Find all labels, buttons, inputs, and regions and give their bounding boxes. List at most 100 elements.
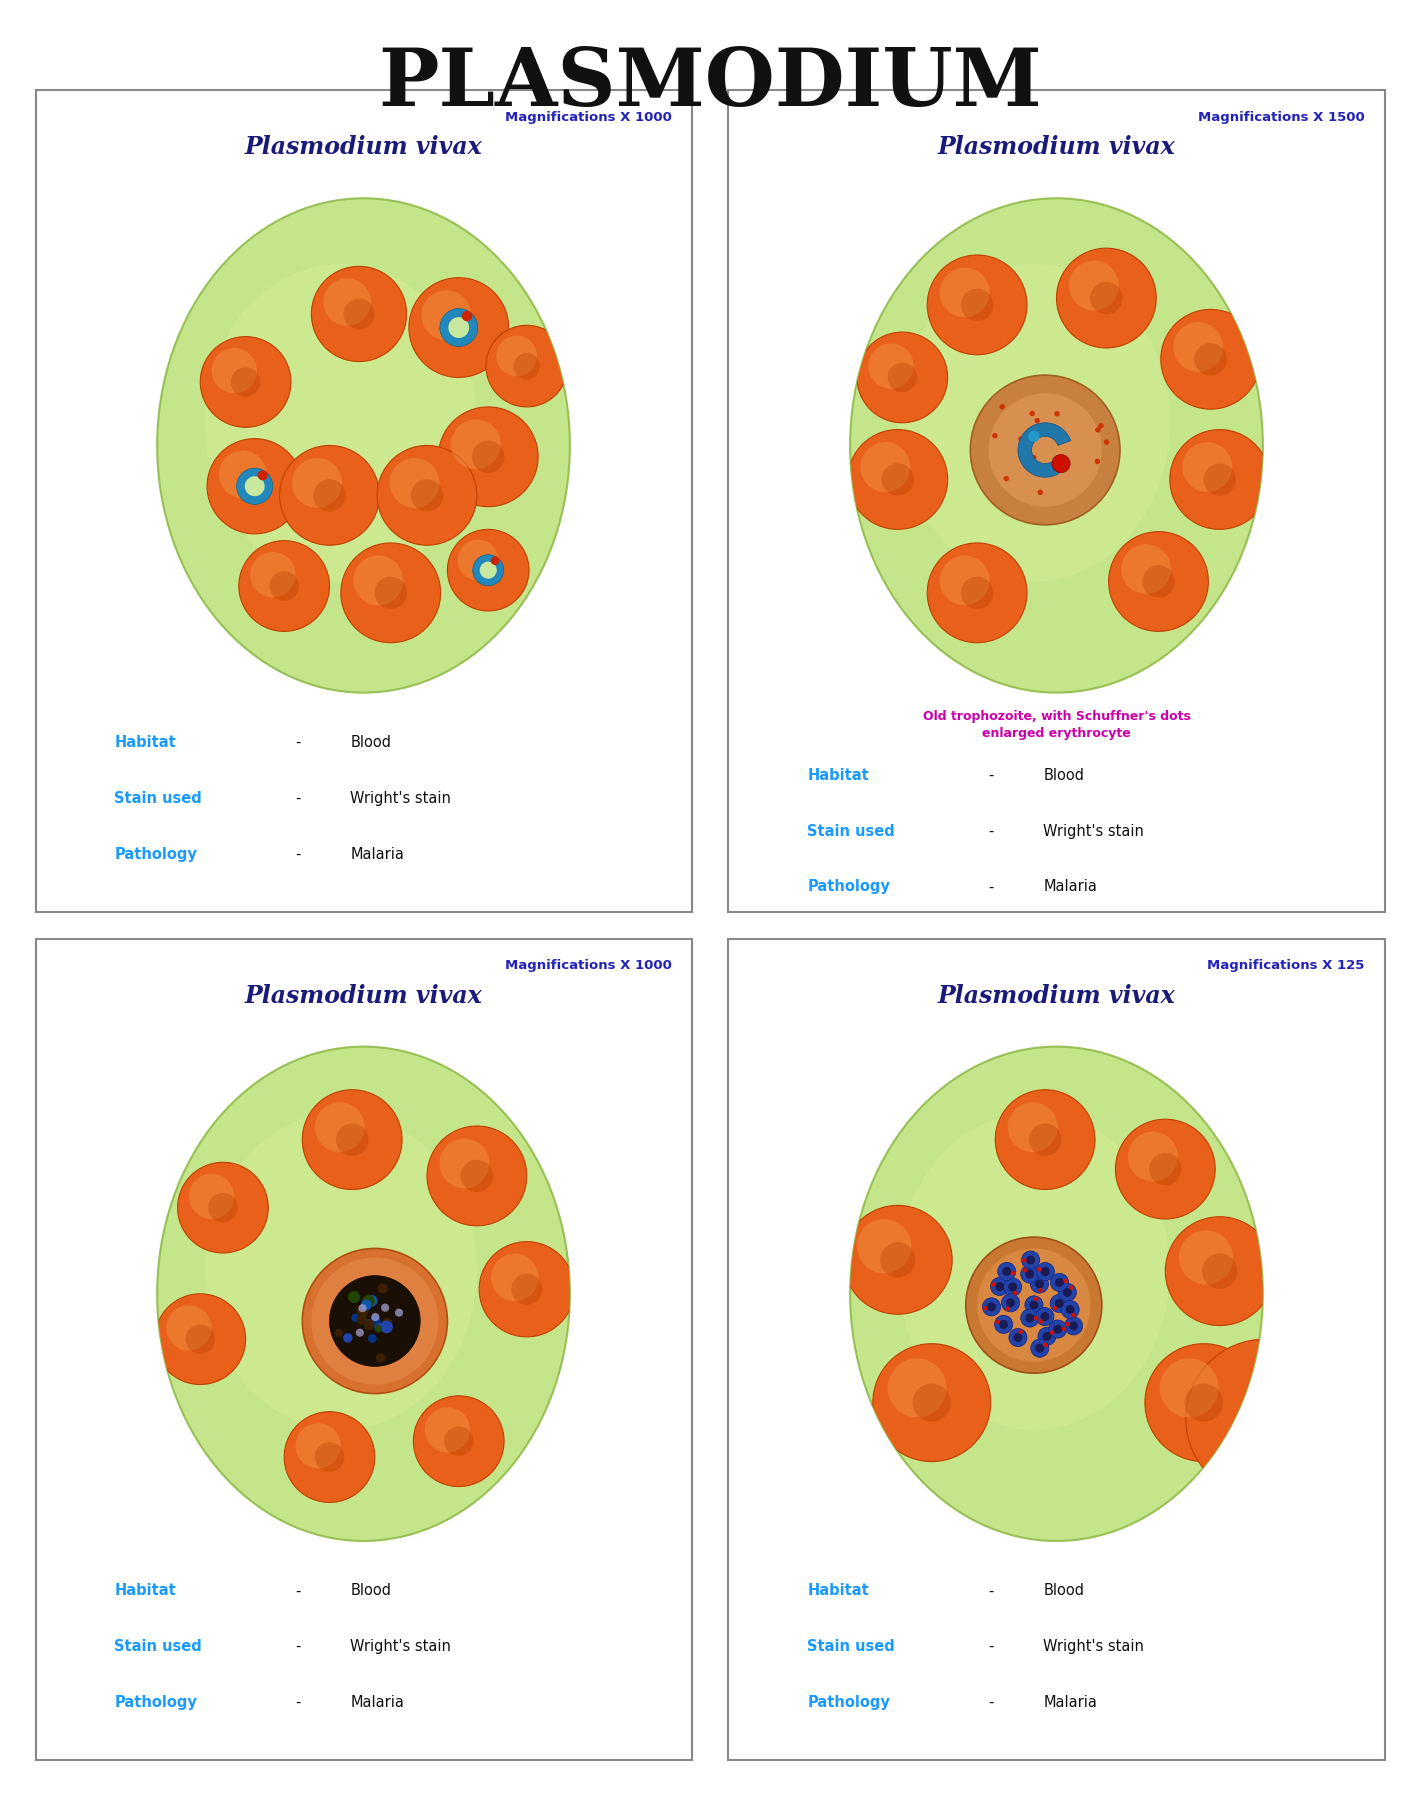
Circle shape (1025, 1314, 1034, 1323)
Text: -: - (295, 1639, 301, 1653)
Circle shape (1034, 419, 1039, 424)
Circle shape (372, 1316, 379, 1323)
Wedge shape (1018, 422, 1071, 477)
Circle shape (1186, 1339, 1345, 1498)
Ellipse shape (354, 556, 403, 605)
Circle shape (1038, 1319, 1044, 1323)
Circle shape (1022, 1267, 1027, 1273)
Circle shape (362, 1294, 375, 1307)
Circle shape (1022, 1258, 1027, 1263)
Ellipse shape (200, 336, 291, 428)
Circle shape (1004, 477, 1010, 482)
Text: Plasmodium vivax: Plasmodium vivax (937, 984, 1176, 1007)
Text: Stain used: Stain used (114, 791, 202, 805)
Ellipse shape (166, 1305, 212, 1350)
Circle shape (1021, 1309, 1039, 1327)
Circle shape (1051, 428, 1056, 433)
Text: -: - (988, 767, 994, 783)
Circle shape (1035, 1343, 1044, 1352)
Text: Wright's stain: Wright's stain (351, 791, 452, 805)
Ellipse shape (851, 199, 1262, 693)
Circle shape (1054, 467, 1059, 473)
Circle shape (1037, 1267, 1042, 1273)
Circle shape (1034, 1316, 1038, 1321)
Circle shape (1025, 1296, 1042, 1314)
Circle shape (995, 1282, 1004, 1291)
Ellipse shape (1166, 1217, 1274, 1325)
Circle shape (1008, 1328, 1027, 1347)
Text: Wright's stain: Wright's stain (351, 1639, 452, 1653)
Circle shape (1041, 1312, 1049, 1321)
Ellipse shape (337, 1123, 368, 1155)
Circle shape (395, 1309, 403, 1316)
Text: -: - (988, 1583, 994, 1597)
Circle shape (1021, 1251, 1039, 1269)
Ellipse shape (873, 1343, 991, 1462)
Circle shape (1035, 1280, 1044, 1289)
Circle shape (1038, 1289, 1042, 1292)
Ellipse shape (1149, 1153, 1181, 1186)
Circle shape (356, 1305, 369, 1318)
Circle shape (491, 556, 500, 565)
Ellipse shape (913, 1383, 951, 1422)
Ellipse shape (848, 430, 947, 529)
Circle shape (1051, 1294, 1068, 1312)
Ellipse shape (1170, 430, 1269, 529)
Circle shape (375, 1325, 382, 1332)
Circle shape (462, 310, 473, 321)
Ellipse shape (158, 199, 569, 693)
Ellipse shape (1194, 343, 1227, 375)
Text: Malaria: Malaria (1044, 879, 1098, 895)
Ellipse shape (425, 1408, 470, 1453)
Ellipse shape (927, 543, 1027, 643)
Ellipse shape (302, 1090, 402, 1189)
Circle shape (244, 477, 264, 496)
Circle shape (1025, 1269, 1034, 1278)
Circle shape (375, 1321, 383, 1332)
Circle shape (1061, 1300, 1079, 1319)
Circle shape (356, 1328, 364, 1338)
Ellipse shape (460, 1159, 493, 1191)
Ellipse shape (158, 1047, 569, 1541)
Ellipse shape (491, 1253, 538, 1301)
Ellipse shape (995, 1090, 1095, 1189)
Ellipse shape (1204, 464, 1235, 496)
Circle shape (381, 1303, 389, 1312)
Circle shape (991, 1278, 1008, 1296)
Text: Pathology: Pathology (807, 1695, 890, 1709)
Circle shape (1054, 431, 1059, 437)
Ellipse shape (439, 406, 538, 507)
Ellipse shape (427, 1126, 527, 1226)
Circle shape (1004, 1278, 1022, 1296)
Ellipse shape (1069, 260, 1119, 310)
Ellipse shape (888, 363, 917, 392)
Circle shape (994, 1316, 1012, 1334)
Ellipse shape (231, 366, 260, 397)
Text: Habitat: Habitat (807, 767, 869, 783)
Ellipse shape (474, 558, 501, 583)
Circle shape (1065, 1321, 1069, 1327)
Ellipse shape (439, 1139, 490, 1188)
Circle shape (473, 554, 504, 585)
Circle shape (1041, 1267, 1049, 1276)
Ellipse shape (1008, 1103, 1058, 1152)
Ellipse shape (324, 278, 371, 327)
Text: -: - (295, 1695, 301, 1709)
Ellipse shape (897, 264, 1170, 581)
Circle shape (1062, 1327, 1066, 1330)
Ellipse shape (155, 1294, 246, 1384)
Ellipse shape (843, 1206, 953, 1314)
Circle shape (1038, 489, 1044, 495)
Text: -: - (988, 823, 994, 839)
Circle shape (480, 561, 497, 579)
Circle shape (991, 1282, 995, 1287)
Circle shape (351, 1314, 359, 1321)
Circle shape (376, 1354, 385, 1363)
Ellipse shape (511, 1274, 542, 1305)
Ellipse shape (1056, 247, 1156, 348)
Circle shape (368, 1334, 376, 1343)
Circle shape (1005, 1298, 1015, 1307)
Text: -: - (295, 735, 301, 749)
Text: -: - (295, 847, 301, 861)
Text: Malaria: Malaria (351, 1695, 405, 1709)
